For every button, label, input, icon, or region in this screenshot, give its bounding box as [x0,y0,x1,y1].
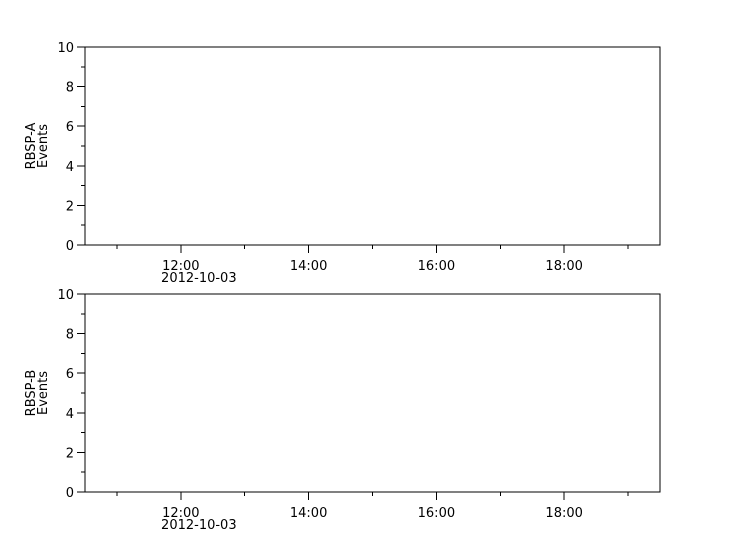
y-tick-label: 8 [66,81,74,96]
y-tick-label: 2 [66,446,74,461]
y-tick-label: 6 [66,120,74,135]
y-axis-label: Events [36,371,51,415]
y-tick-label: 4 [66,407,74,422]
x-tick-label: 12:00 [162,259,199,274]
y-tick-label: 8 [66,328,74,343]
y-axis-label: RBSP-A [24,122,39,169]
x-tick-label: 18:00 [545,259,582,274]
y-tick-label: 0 [66,486,74,501]
panel-2: 0 2 4 6 8 10 12:00 14:00 16:00 18:00 2012-10-03 RBS… [24,288,661,533]
x-tick-label: 12:00 [162,506,199,521]
x-tick-label: 14:00 [290,259,327,274]
y-tick-label: 2 [66,199,74,214]
plot-frame [84,46,661,246]
x-date-label: 2012-10-03 [161,518,237,533]
x-tick-label: 14:00 [290,506,327,521]
x-tick-label: 18:00 [545,506,582,521]
y-axis-label: Events [36,124,51,168]
y-axis-label: RBSP-B [24,370,39,417]
y-tick-label: 10 [57,41,74,56]
y-tick-label: 4 [66,160,74,175]
x-tick-label: 16:00 [418,506,455,521]
x-date-label: 2012-10-03 [161,271,237,286]
y-tick-label: 10 [57,288,74,303]
y-tick-label: 0 [66,239,74,254]
plot-frame [84,293,661,493]
y-tick-label: 6 [66,367,74,382]
panel-1: 0 2 4 6 8 10 12:00 14:00 16:00 18:00 2012-10-03 RBS… [24,41,661,286]
x-tick-label: 16:00 [418,259,455,274]
